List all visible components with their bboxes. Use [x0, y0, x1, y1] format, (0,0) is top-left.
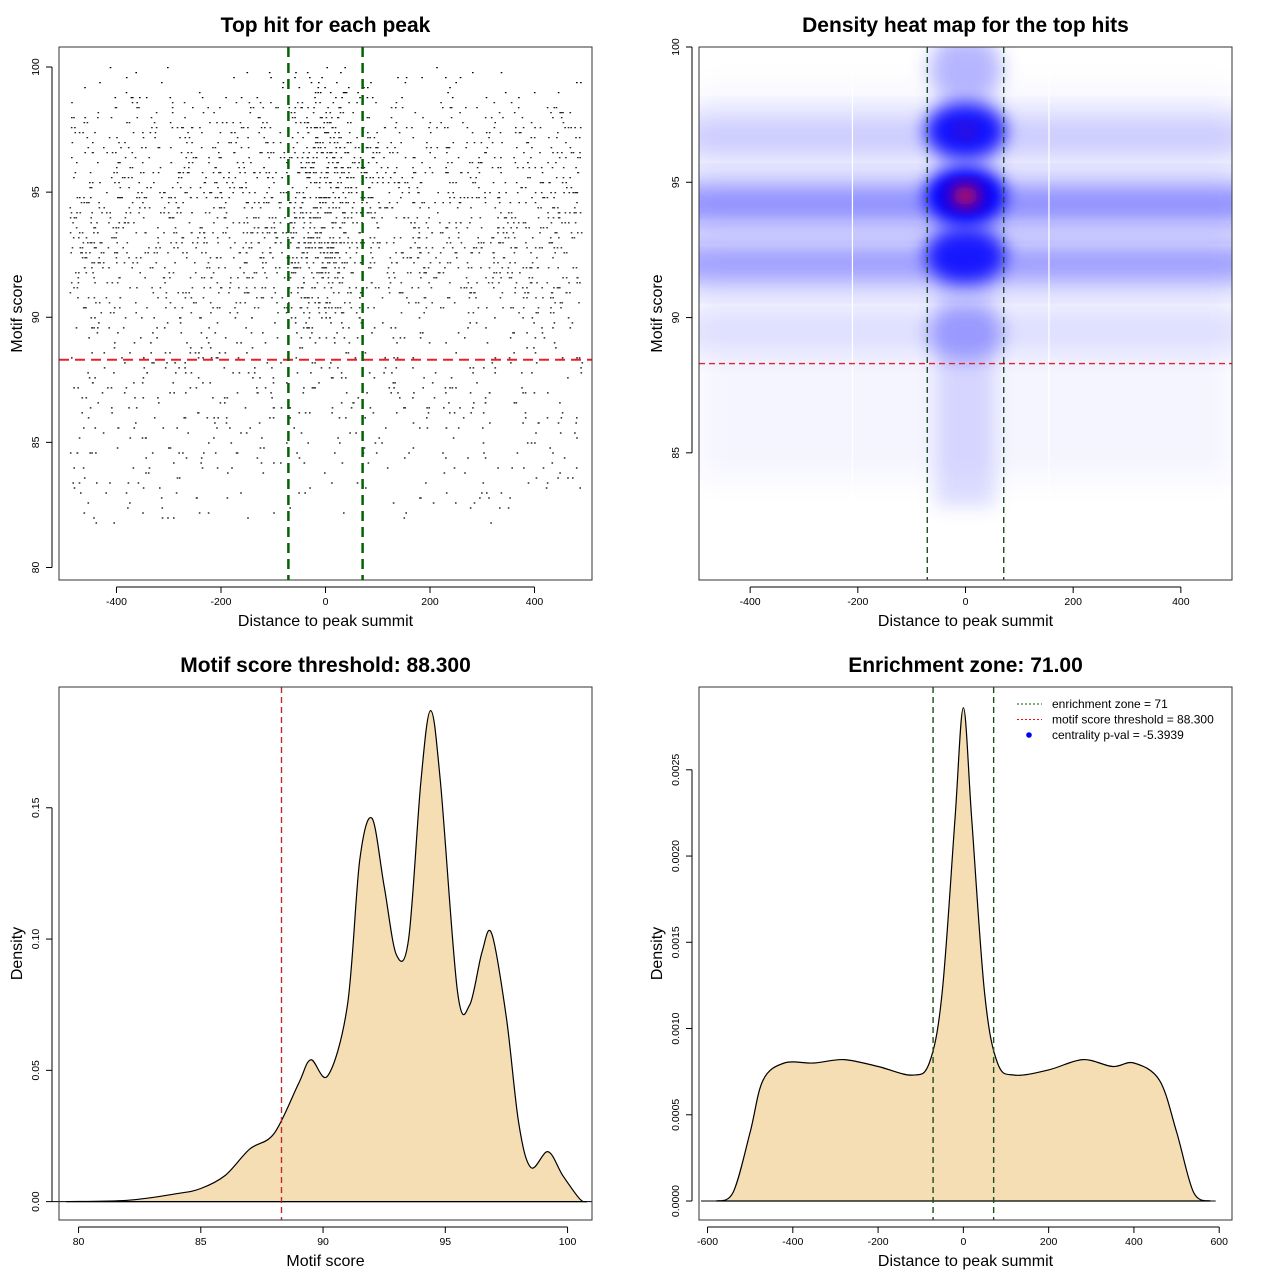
chart-title: Top hit for each peak: [221, 14, 431, 37]
legend-point-icon: [1026, 732, 1032, 738]
y-tick-label: 90: [30, 311, 42, 323]
legend-label: motif score threshold = 88.300: [1052, 713, 1214, 727]
x-tick-label: 200: [1064, 596, 1082, 608]
y-tick-label: 0.0005: [670, 1099, 682, 1131]
x-tick-label: 200: [421, 596, 439, 608]
panel-1: Top hit for each peak Distance to peak su…: [9, 14, 593, 630]
legend: enrichment zone = 71 motif score threshol…: [1017, 697, 1214, 742]
x-tick-label: 95: [439, 1236, 451, 1248]
panel-3: Motif score threshold: 88.300 Motif score…: [9, 654, 593, 1270]
x-axis: 80 85 90 95 100: [73, 1226, 577, 1248]
x-axis: -400 -200 0 200 400: [106, 586, 544, 608]
y-tick-label: 0.0000: [670, 1185, 682, 1217]
y-axis: 80 85 90 95 100: [30, 58, 53, 573]
x-tick-label: -600: [697, 1236, 718, 1248]
chart-title: Enrichment zone: 71.00: [848, 654, 1083, 677]
y-tick-label: 0.0025: [670, 754, 682, 786]
y-tick-label: 0.05: [30, 1060, 42, 1081]
x-axis: -600 -400 -200 0 200 400 600: [697, 1226, 1228, 1248]
y-tick-label: 0.00: [30, 1191, 42, 1212]
y-axis: 0.0000 0.0005 0.0010 0.0015 0.0020 0.0025: [670, 754, 693, 1217]
x-tick-label: 200: [1040, 1236, 1058, 1248]
x-tick-label: 0: [960, 1236, 966, 1248]
y-tick-label: 100: [670, 38, 682, 56]
y-tick-label: 0.0010: [670, 1012, 682, 1044]
y-axis: 85 90 95 100: [670, 38, 693, 459]
panel-2: Density heat map for the top hits Distanc…: [649, 14, 1233, 630]
legend-label: centrality p-val = -5.3939: [1052, 728, 1184, 742]
y-axis-label: Density: [9, 927, 26, 980]
y-tick-label: 85: [30, 436, 42, 448]
heatmap: [699, 47, 1232, 580]
y-axis-label: Motif score: [649, 274, 666, 352]
y-tick-label: 0.10: [30, 929, 42, 950]
x-tick-label: 0: [323, 596, 329, 608]
x-tick-label: -400: [740, 596, 761, 608]
y-tick-label: 90: [670, 312, 682, 324]
x-tick-label: -200: [847, 596, 868, 608]
y-axis-label: Motif score: [9, 274, 26, 352]
y-tick-label: 0.15: [30, 797, 42, 818]
x-axis-label: Motif score: [286, 1253, 364, 1270]
x-tick-label: 100: [559, 1236, 577, 1248]
x-tick-label: -400: [782, 1236, 803, 1248]
heatmap-hotspot: [925, 305, 1006, 362]
y-axis-label: Density: [649, 927, 666, 980]
chart-title: Motif score threshold: 88.300: [180, 654, 471, 677]
x-tick-label: 80: [73, 1236, 85, 1248]
density-curve: [715, 707, 1211, 1202]
heatmap-hotspot: [925, 47, 1006, 97]
y-tick-label: 85: [670, 447, 682, 459]
heatmap-secondary-peak: [957, 124, 974, 137]
plot-frame: [58, 46, 593, 581]
x-tick-label: 90: [317, 1236, 329, 1248]
scatter-point: [69, 67, 584, 524]
plot-frame: [698, 46, 1233, 581]
x-tick-label: 400: [1172, 596, 1190, 608]
x-axis-label: Distance to peak summit: [878, 613, 1054, 630]
chart-title: Density heat map for the top hits: [802, 14, 1129, 37]
plot-frame: [698, 686, 1233, 1221]
plot-frame: [58, 686, 593, 1221]
x-tick-label: -200: [210, 596, 231, 608]
y-tick-label: 0.0020: [670, 840, 682, 872]
x-tick-label: 85: [195, 1236, 207, 1248]
x-tick-label: 0: [963, 596, 969, 608]
x-tick-label: 400: [526, 596, 544, 608]
x-axis-label: Distance to peak summit: [238, 613, 414, 630]
panel-4: Enrichment zone: 71.00 Distance to peak s…: [649, 654, 1233, 1270]
x-tick-label: 600: [1210, 1236, 1228, 1248]
heatmap-peak: [951, 185, 980, 206]
scatter-points: [69, 67, 584, 524]
y-tick-label: 95: [30, 186, 42, 198]
heatmap-hotspot: [925, 227, 1006, 284]
y-tick-label: 100: [30, 58, 42, 76]
y-axis: 0.00 0.05 0.10 0.15: [30, 797, 53, 1212]
x-axis-label: Distance to peak summit: [878, 1253, 1054, 1270]
x-tick-label: 400: [1125, 1236, 1143, 1248]
y-tick-label: 80: [30, 561, 42, 573]
density-curve: [66, 709, 588, 1203]
legend-label: enrichment zone = 71: [1052, 697, 1168, 711]
x-axis: -400 -200 0 200 400: [740, 586, 1190, 608]
y-tick-label: 0.0015: [670, 926, 682, 958]
x-tick-label: -200: [868, 1236, 889, 1248]
y-tick-label: 95: [670, 176, 682, 188]
x-tick-label: -400: [106, 596, 127, 608]
